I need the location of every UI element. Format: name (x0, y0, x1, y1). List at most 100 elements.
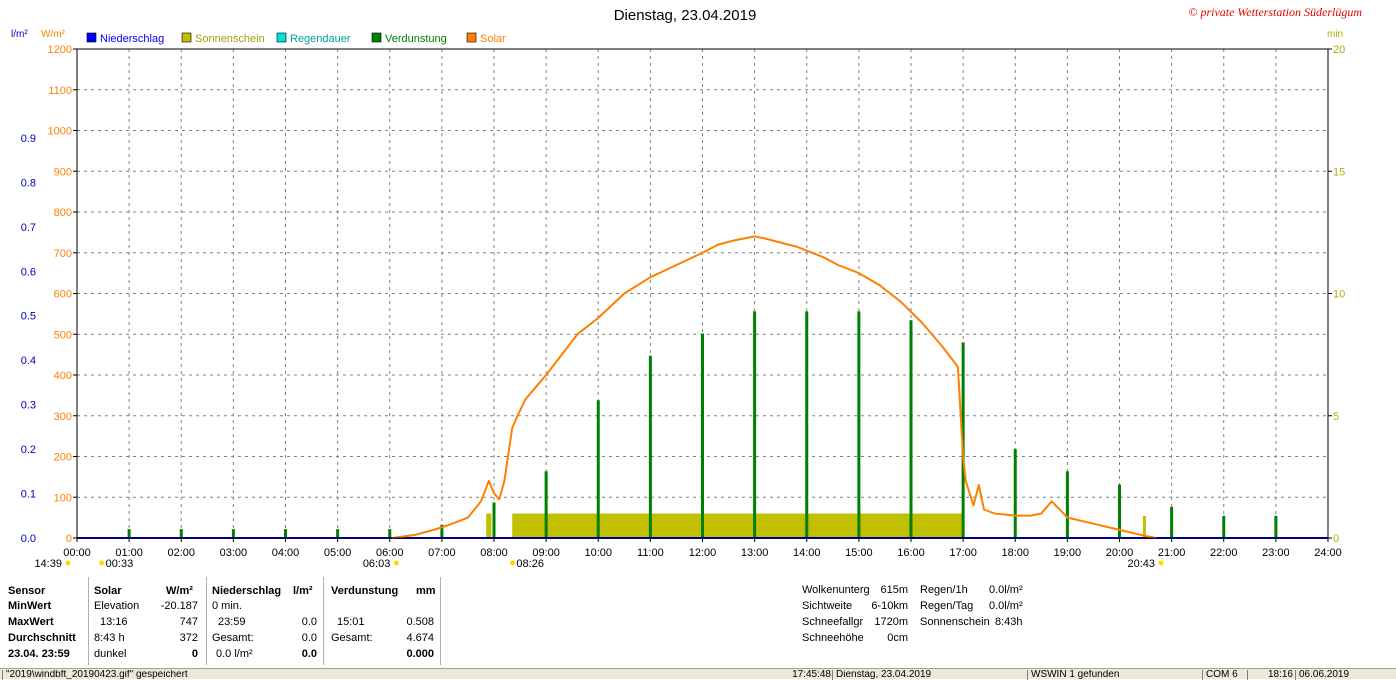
solar-tick-label: 0 (66, 533, 72, 545)
solar-tick-label: 400 (54, 370, 72, 382)
precip-total-value: 0.0 (301, 632, 317, 644)
solar-tick-label: 700 (54, 248, 72, 260)
solar-tick-label: 600 (54, 289, 72, 301)
solar-tick-label: 1200 (48, 44, 72, 56)
precip-min-time: 0 min. (212, 600, 242, 612)
x-tick-label: 03:00 (220, 547, 248, 559)
evaporation-bar (701, 333, 704, 538)
evaporation-bar (753, 311, 757, 538)
legend-label-4: Solar (480, 33, 506, 45)
evaporation-bar (1170, 506, 1174, 538)
evaporation-bar (284, 529, 287, 538)
solar-col-unit: W/m² (166, 585, 193, 597)
x-tick-label: 08:00 (480, 547, 508, 559)
solar-max-value: 747 (179, 616, 198, 628)
status-file: "2019\windbft_20190423.gif" gespeichert (2, 670, 776, 680)
min-tick-label: 5 (1333, 411, 1339, 423)
solar-unit-label: W/m² (41, 29, 66, 40)
solar-tick-label: 1100 (48, 85, 72, 97)
solar-max-time: 13:16 (100, 616, 128, 628)
snow-depth-label: Schneehöhe (802, 632, 864, 644)
solar-series (392, 235, 1157, 539)
solar-avg-time: 8:43 h (94, 632, 125, 644)
precip-col-unit: l/m² (293, 585, 313, 597)
precip-tick-label: 0.1 (21, 489, 36, 501)
x-tick-label: 18:00 (1001, 547, 1029, 559)
status-time: 17:45:48 (792, 670, 831, 680)
status-device: WSWIN 1 gefunden (1027, 670, 1201, 680)
legend-swatch-3 (371, 32, 382, 43)
snowline-label: Schneefallgr (802, 616, 864, 628)
x-tick-label: 00:00 (63, 547, 91, 559)
stats-current-label: 23.04. 23:59 (8, 648, 70, 660)
sunshine-bar (1142, 515, 1146, 538)
legend-swatch-1 (181, 32, 192, 43)
stats-avg-label: Durchschnitt (8, 632, 76, 644)
rain-1h-value: 0.0l/m² (989, 584, 1023, 596)
evap-max-value: 0.508 (406, 616, 434, 628)
evaporation-bar (440, 524, 444, 538)
sunset-icon (1158, 560, 1164, 566)
legend-swatch-0 (86, 32, 97, 43)
precip-tick-label: 0.3 (21, 400, 36, 412)
marker-label-3: 08:26 (516, 558, 544, 570)
evaporation-bar (179, 529, 183, 538)
x-tick-label: 04:00 (272, 547, 300, 559)
evap-col-header: Verdunstung (331, 585, 399, 597)
evaporation-bar (1222, 515, 1226, 538)
solar-min-value: -20.187 (160, 600, 198, 612)
marker-label-0: 14:39 (34, 558, 62, 570)
precip-total-label: Gesamt: (212, 632, 254, 644)
precip-tick-label: 0.6 (21, 266, 36, 278)
legend: Niederschlag Sonnenschein Regendauer Verdun… (86, 32, 506, 45)
x-tick-label: 02:00 (167, 547, 195, 559)
evaporation-bar (544, 471, 548, 538)
cloud-base-label: Wolkenunterg (802, 584, 870, 596)
chart-title: Dienstag, 23.04.2019 (614, 7, 757, 24)
min-tick-label: 10 (1333, 289, 1345, 301)
evaporation-bar (596, 400, 600, 538)
sunrise-icon (393, 560, 399, 566)
axes: 0100200300400500600700800900100011001200… (21, 44, 1346, 559)
status-clock: 18:16 (1247, 670, 1293, 680)
x-tick-label: 01:00 (115, 547, 143, 559)
sunshine-bar (512, 513, 964, 538)
x-tick-label: 14:00 (793, 547, 821, 559)
evaporation-bar (388, 529, 392, 538)
rain-day-value: 0.0l/m² (989, 600, 1023, 612)
solar-tick-label: 300 (54, 411, 72, 423)
snowline-value: 1720m (874, 616, 908, 628)
moonset-icon (509, 560, 515, 566)
x-tick-label: 11:00 (637, 547, 664, 559)
precip-current-value: 0.0 (301, 648, 317, 660)
evaporation-bar (231, 529, 235, 538)
copyright-label: © private Wetterstation Süderlügum (1188, 5, 1362, 19)
min-tick-label: 20 (1333, 44, 1345, 56)
stats-min-label: MinWert (8, 600, 52, 612)
evaporation-bar (857, 311, 861, 538)
x-tick-label: 16:00 (897, 547, 925, 559)
solar-line (392, 235, 1157, 539)
legend-swatch-2 (276, 32, 287, 43)
precip-tick-label: 0.5 (21, 311, 36, 323)
evaporation-bar (492, 502, 496, 538)
legend-swatch-4 (466, 32, 477, 43)
x-tick-label: 12:00 (689, 547, 717, 559)
evaporation-bar (1013, 449, 1017, 538)
solar-min-time: Elevation (94, 600, 140, 612)
evaporation-bar (336, 529, 340, 538)
evaporation-bar (127, 529, 131, 538)
precip-max-time: 23:59 (218, 616, 246, 628)
min-tick-label: 0 (1333, 533, 1339, 545)
solar-avg-value: 372 (179, 632, 198, 644)
x-tick-label: 07:00 (428, 547, 456, 559)
precip-unit-label: l/m² (11, 29, 28, 40)
solar-col-header: Solar (94, 585, 122, 597)
legend-label-0: Niederschlag (100, 33, 164, 45)
evaporation-bar (909, 320, 913, 538)
x-tick-label: 20:00 (1106, 547, 1134, 559)
evap-total-value: 4.674 (406, 632, 434, 644)
stats-panel: Sensor MinWert MaxWert Durchschnitt 23.0… (0, 573, 1396, 668)
solar-current-value: 0 (191, 648, 198, 660)
sunshine-value: 8:43h (995, 616, 1023, 628)
